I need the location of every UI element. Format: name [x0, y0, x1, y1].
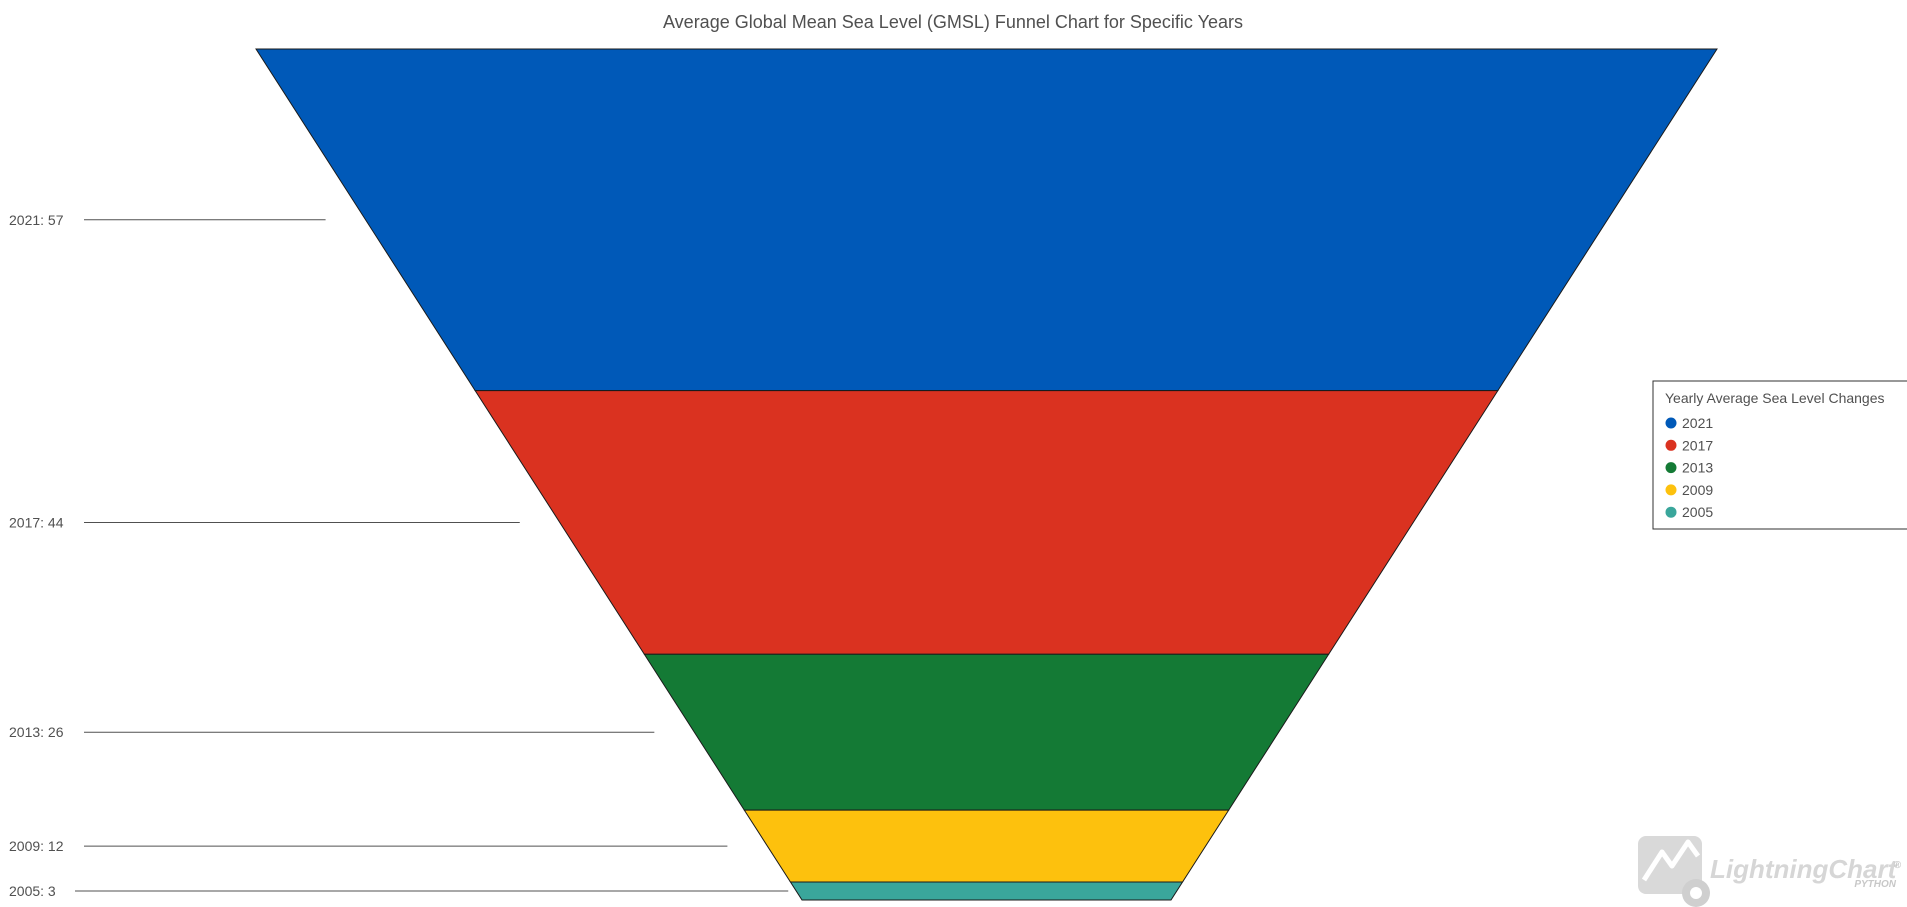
funnel-segments	[255, 48, 1718, 901]
segment-label: 2013: 26	[9, 724, 64, 740]
legend-box	[1652, 380, 1907, 530]
segment-labels: 2021: 57 2017: 44 2013: 26 2009: 12 2005: 3	[9, 212, 789, 899]
funnel-segment-2013	[643, 653, 1330, 811]
segment-label: 2009: 12	[9, 838, 64, 854]
legend-marker-2021	[1665, 417, 1677, 429]
funnel-segment-2017	[474, 390, 1499, 655]
lightningchart-logo-icon	[1638, 836, 1710, 907]
watermark: LightningChart PYTHON ®	[1638, 836, 1902, 907]
segment-label: 2021: 57	[9, 212, 64, 228]
watermark-sub: PYTHON	[1854, 879, 1896, 890]
legend-marker-2013	[1665, 462, 1677, 474]
chart-title: Average Global Mean Sea Level (GMSL) Fun…	[663, 12, 1243, 32]
watermark-brand: LightningChart	[1710, 854, 1898, 884]
funnel-segment-2005	[789, 881, 1184, 901]
watermark-registered-mark: ®	[1894, 860, 1902, 871]
legend-marker-2017	[1665, 439, 1677, 451]
legend-items: 2021 2017 2013 2009 2005	[1665, 415, 1713, 520]
segment-label: 2017: 44	[9, 514, 64, 530]
legend-label-2005: 2005	[1682, 504, 1713, 520]
segment-label: 2005: 3	[9, 883, 56, 899]
legend-marker-2005	[1665, 506, 1677, 518]
funnel-segment-2021	[255, 48, 1718, 392]
legend-label-2013: 2013	[1682, 460, 1713, 476]
legend-label-2021: 2021	[1682, 415, 1713, 431]
legend: Yearly Average Sea Level Changes 2021 201…	[1652, 380, 1907, 530]
funnel-segment-2009	[743, 809, 1230, 883]
legend-marker-2009	[1665, 484, 1677, 496]
legend-label-2017: 2017	[1682, 437, 1713, 453]
legend-title: Yearly Average Sea Level Changes	[1665, 390, 1885, 406]
legend-label-2009: 2009	[1682, 482, 1713, 498]
